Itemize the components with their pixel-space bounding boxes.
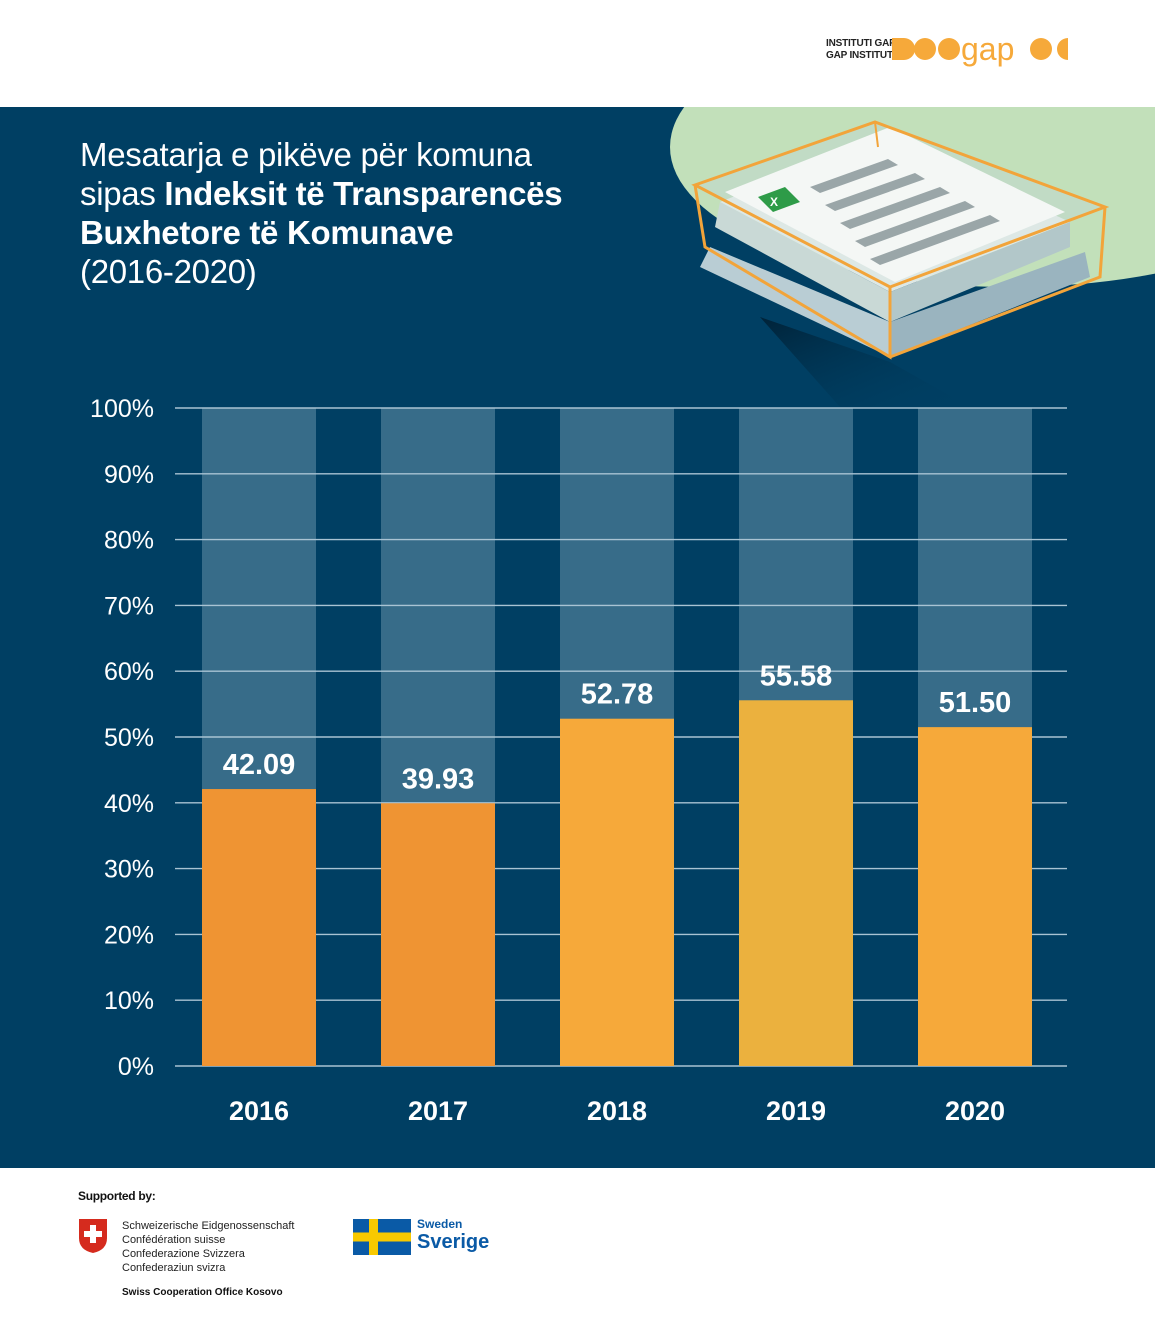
y-tick-label: 70% bbox=[104, 592, 154, 620]
y-tick-label: 90% bbox=[104, 461, 154, 489]
data-label: 55.58 bbox=[760, 660, 833, 692]
x-tick-label: 2019 bbox=[766, 1096, 826, 1126]
bar-chart: 0% 10% 20% 30% 40% 50% 60% 70% 80% 90% 100% 42.09 20… bbox=[90, 395, 1067, 1126]
chart-title: Mesatarja e pikëve për komuna sipas Inde… bbox=[80, 135, 600, 291]
bar bbox=[560, 718, 674, 1066]
data-label: 42.09 bbox=[223, 749, 296, 781]
y-tick-label: 40% bbox=[104, 790, 154, 818]
bar bbox=[918, 727, 1032, 1066]
x-tick-label: 2016 bbox=[229, 1096, 289, 1126]
y-tick-label: 20% bbox=[104, 921, 154, 949]
bar bbox=[202, 789, 316, 1066]
svg-text:X: X bbox=[770, 195, 778, 209]
title-bold: Indeksit të Transparencës Buxhetore të K… bbox=[80, 175, 563, 251]
y-tick-label: 10% bbox=[104, 987, 154, 1015]
swiss-office-label: Swiss Cooperation Office Kosovo bbox=[122, 1287, 283, 1298]
bar bbox=[739, 700, 853, 1066]
data-label: 52.78 bbox=[581, 679, 654, 711]
gap-logo-text: INSTITUTI GAP GAP INSTITUTE bbox=[826, 38, 900, 61]
title-light: Mesatarja e pikëve për komuna sipas bbox=[80, 136, 532, 212]
supported-by-label: Supported by: bbox=[78, 1189, 156, 1203]
y-tick-label: 100% bbox=[90, 395, 154, 423]
data-label: 51.50 bbox=[939, 687, 1012, 719]
y-tick-label: 60% bbox=[104, 658, 154, 686]
header: INSTITUTI GAP GAP INSTITUTE gap bbox=[0, 0, 1155, 107]
swiss-flag-icon bbox=[79, 1219, 107, 1253]
x-tick-label: 2018 bbox=[587, 1096, 647, 1126]
swiss-confederation-text: Schweizerische Eidgenossenschaft Confédé… bbox=[122, 1220, 295, 1274]
excel-icon: X bbox=[758, 187, 800, 212]
sweden-flag-icon bbox=[353, 1219, 411, 1255]
gap-logo: gap bbox=[892, 31, 1068, 67]
excel-folder-illustration: X bbox=[691, 120, 1110, 407]
y-tick-label: 30% bbox=[104, 856, 154, 884]
data-label: 39.93 bbox=[402, 763, 475, 795]
title-years: (2016-2020) bbox=[80, 253, 257, 290]
gap-logo-word: gap bbox=[961, 31, 1014, 67]
y-tick-label: 80% bbox=[104, 527, 154, 555]
bar bbox=[381, 803, 495, 1066]
y-tick-label: 0% bbox=[118, 1053, 154, 1081]
x-tick-label: 2020 bbox=[945, 1096, 1005, 1126]
sweden-logo-text: Sweden Sverige bbox=[417, 1217, 490, 1253]
x-tick-label: 2017 bbox=[408, 1096, 468, 1126]
y-tick-label: 50% bbox=[104, 724, 154, 752]
